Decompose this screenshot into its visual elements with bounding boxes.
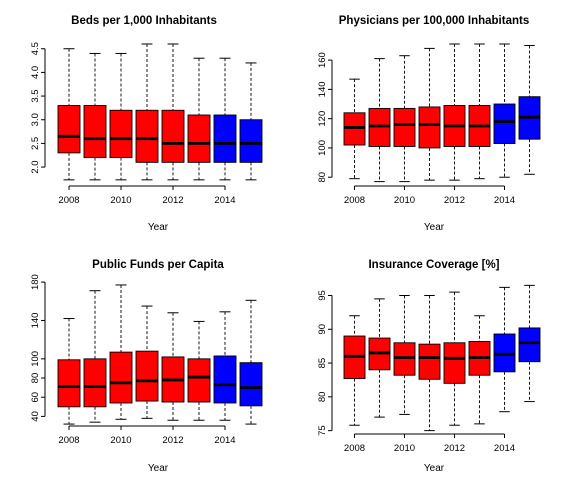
box-2012 xyxy=(161,109,185,163)
x-tick-label: 2012 xyxy=(162,195,183,206)
x-tick-label: 2008 xyxy=(58,195,79,206)
x-tick-label: 2012 xyxy=(444,195,465,206)
panel-title: Insurance Coverage [%] xyxy=(368,259,499,271)
panel-title: Beds per 1,000 Inhabitants xyxy=(71,15,217,27)
box-2012 xyxy=(443,342,466,384)
y-tick-label: 180 xyxy=(30,274,41,290)
box-2013 xyxy=(187,114,211,163)
y-tick-label: 2.5 xyxy=(30,137,41,150)
y-tick-label: 100 xyxy=(317,140,328,156)
x-axis-label: Year xyxy=(424,463,445,474)
x-tick-label: 2008 xyxy=(344,443,365,454)
panel-insurance: Insurance Coverage [%] Year 75 80 85 90 95 20… xyxy=(317,259,541,474)
y-tick-label: 3.0 xyxy=(30,113,41,126)
y-tick-label: 80 xyxy=(317,392,328,403)
y-tick-label: 95 xyxy=(317,290,328,301)
box-2015 xyxy=(518,327,541,363)
x-tick-label: 2008 xyxy=(344,195,365,206)
y-tick-label: 75 xyxy=(317,425,328,436)
x-tick-label: 2008 xyxy=(58,435,79,446)
x-axis-label: Year xyxy=(424,222,445,233)
x-tick-label: 2010 xyxy=(394,443,415,454)
y-tick-label: 160 xyxy=(317,52,328,68)
x-axis-label: Year xyxy=(148,222,169,233)
box-2013 xyxy=(187,358,211,403)
box-2011 xyxy=(135,109,159,163)
box-2014 xyxy=(493,103,516,144)
y-tick-label: 140 xyxy=(317,81,328,97)
y-tick-label: 40 xyxy=(30,411,41,422)
box-2009 xyxy=(83,358,107,408)
box-2009 xyxy=(83,105,107,159)
box-2014 xyxy=(213,355,237,404)
x-axis-label: Year xyxy=(148,463,169,474)
y-tick-label: 85 xyxy=(317,358,328,369)
box-2009 xyxy=(368,107,391,147)
panel-beds: Beds per 1,000 Inhabitants Year 2.0 2.5 3.… xyxy=(30,15,263,233)
y-tick-label: 80 xyxy=(317,172,328,183)
box-2011 xyxy=(135,350,159,402)
box-2011 xyxy=(418,343,441,380)
x-tick-label: 2012 xyxy=(444,443,465,454)
x-tick-label: 2014 xyxy=(214,195,235,206)
panel-public-funds: Public Funds per Capita Year 40 60 80 100 14… xyxy=(30,259,263,474)
y-tick-label: 140 xyxy=(30,313,41,329)
panel-title: Physicians per 100,000 Inhabitants xyxy=(339,15,529,27)
y-tick-label: 100 xyxy=(30,351,41,367)
box-2015 xyxy=(239,119,263,163)
box-2010 xyxy=(109,109,133,159)
y-tick-label: 4.0 xyxy=(30,66,41,79)
y-tick-label: 3.5 xyxy=(30,89,41,102)
x-tick-label: 2012 xyxy=(162,435,183,446)
y-tick-label: 90 xyxy=(317,324,328,335)
y-tick-label: 4.5 xyxy=(30,42,41,55)
box-2015 xyxy=(239,362,263,407)
box-2008 xyxy=(57,105,81,154)
x-tick-label: 2010 xyxy=(110,435,131,446)
y-tick-label: 60 xyxy=(30,392,41,403)
x-tick-label: 2010 xyxy=(110,195,131,206)
box-2010 xyxy=(393,107,416,147)
box-2008 xyxy=(57,359,81,408)
x-tick-label: 2014 xyxy=(494,195,515,206)
x-tick-label: 2014 xyxy=(214,435,235,446)
y-tick-label: 120 xyxy=(317,111,328,127)
y-tick-label: 2.0 xyxy=(30,160,41,173)
box-2010 xyxy=(109,351,133,404)
box-2008 xyxy=(343,112,366,146)
box-2014 xyxy=(213,114,237,163)
panel-physicians: Physicians per 100,000 Inhabitants Year … xyxy=(317,15,541,233)
y-tick-label: 80 xyxy=(30,373,41,384)
x-tick-label: 2014 xyxy=(494,443,515,454)
x-tick-label: 2010 xyxy=(394,195,415,206)
panel-title: Public Funds per Capita xyxy=(92,259,224,271)
box-2011 xyxy=(418,106,441,149)
